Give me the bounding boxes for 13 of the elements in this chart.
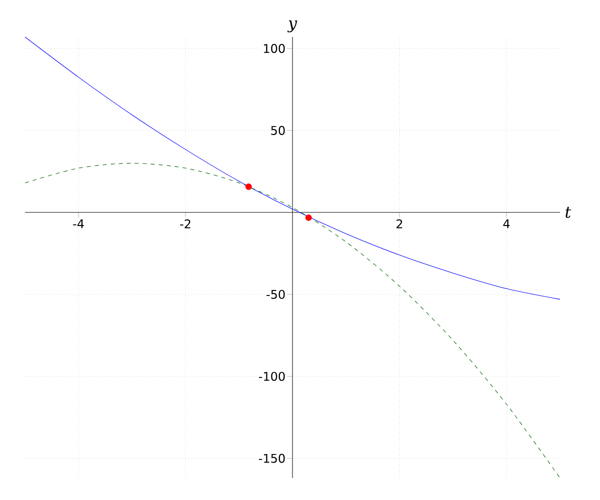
line-series: [24, 162, 560, 478]
y-tick-label: -100: [258, 372, 285, 381]
y-tick-label: -150: [258, 454, 285, 463]
x-tick-label: 4: [503, 219, 510, 228]
x-tick-label: 2: [396, 219, 402, 228]
y-tick-label: 50: [271, 126, 285, 135]
x-tick-label: -2: [180, 219, 190, 228]
x-axis-title: t: [566, 206, 572, 218]
x-tick-label: -4: [73, 219, 84, 228]
y-tick-label: 100: [264, 44, 285, 54]
y-tick-label: -50: [266, 290, 285, 299]
y-axis-title: y: [287, 20, 298, 32]
line-series: [24, 36, 560, 300]
